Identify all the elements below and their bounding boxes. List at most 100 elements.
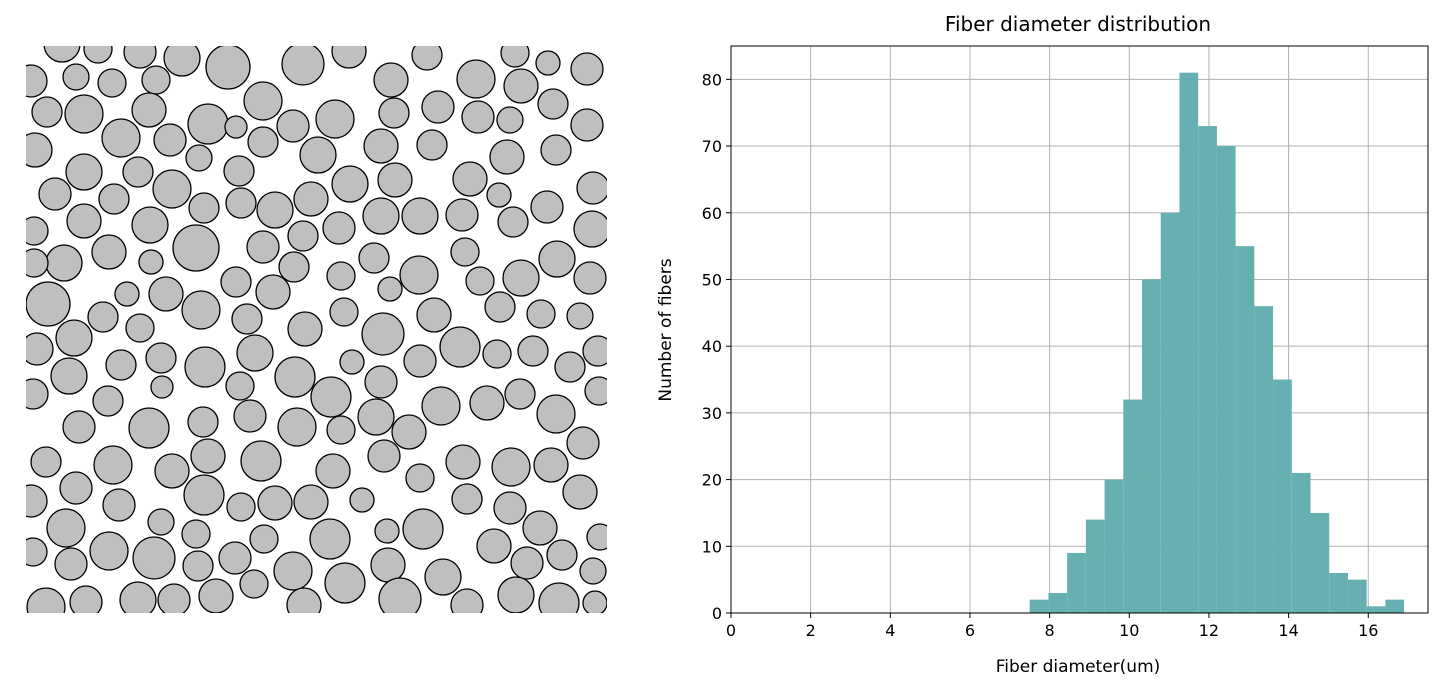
fiber-circle bbox=[92, 385, 124, 417]
fiber-circle bbox=[416, 297, 452, 333]
fiber-circle bbox=[131, 206, 169, 244]
x-axis-ticks: 0 2 4 6 8 10 12 14 16 bbox=[726, 613, 1378, 640]
fiber-circle bbox=[62, 63, 90, 91]
y-tick-label: 0 bbox=[712, 604, 722, 623]
y-axis-ticks: 0 10 20 30 40 50 60 70 80 bbox=[702, 70, 731, 623]
histogram-bar bbox=[1179, 72, 1199, 613]
fiber-circle bbox=[190, 438, 226, 474]
fiber-circle bbox=[331, 165, 369, 203]
fiber-circle bbox=[456, 59, 496, 99]
fiber-circle bbox=[326, 415, 356, 445]
fiber-circle bbox=[188, 192, 220, 224]
fiber-circle bbox=[540, 134, 572, 166]
fiber-circle bbox=[153, 123, 187, 157]
histogram-bar bbox=[1254, 306, 1274, 613]
fiber-circle bbox=[247, 126, 279, 158]
fiber-circle bbox=[536, 394, 576, 434]
fiber-circle bbox=[26, 378, 49, 410]
histogram-bar bbox=[1048, 592, 1068, 613]
histogram-bar bbox=[1029, 599, 1049, 613]
fiber-circle bbox=[450, 588, 484, 613]
fiber-circle bbox=[374, 518, 400, 544]
fiber-circle bbox=[315, 99, 355, 139]
histogram-bar bbox=[1160, 212, 1180, 613]
fiber-circle bbox=[132, 536, 176, 580]
fiber-circle bbox=[231, 303, 263, 335]
fiber-circle bbox=[123, 46, 157, 69]
y-tick-label: 10 bbox=[702, 537, 722, 556]
fiber-circle bbox=[411, 46, 443, 71]
fiber-circle bbox=[522, 510, 558, 546]
fiber-circle bbox=[31, 96, 63, 128]
fiber-circle bbox=[50, 357, 88, 395]
fiber-circle bbox=[226, 492, 256, 522]
fiber-circle bbox=[198, 578, 234, 613]
fiber-circle bbox=[367, 439, 401, 473]
fiber-circle bbox=[450, 237, 480, 267]
y-tick-label: 30 bbox=[702, 404, 722, 423]
fiber-circle bbox=[421, 386, 461, 426]
fiber-circle bbox=[187, 406, 219, 438]
fiber-circle bbox=[391, 414, 427, 450]
fiber-circle bbox=[150, 375, 174, 399]
fiber-circle bbox=[405, 463, 435, 493]
fiber-circle bbox=[537, 88, 569, 120]
fiber-circle bbox=[276, 109, 310, 143]
fiber-circle bbox=[205, 46, 251, 90]
fiber-circle bbox=[181, 290, 221, 330]
fiber-circle bbox=[89, 531, 129, 571]
fiber-circle bbox=[538, 582, 580, 613]
fiber-circle bbox=[378, 577, 422, 613]
fiber-circle bbox=[148, 276, 184, 312]
fiber-circle bbox=[573, 261, 607, 295]
fiber-circle bbox=[38, 177, 72, 211]
y-tick-label: 80 bbox=[702, 70, 722, 89]
fiber-circle bbox=[576, 171, 607, 205]
fiber-circle bbox=[403, 344, 437, 378]
fiber-circle bbox=[309, 518, 351, 560]
histogram-bar bbox=[1123, 399, 1143, 613]
fiber-circle bbox=[493, 491, 527, 525]
fiber-circle bbox=[26, 281, 71, 327]
fiber-circle bbox=[500, 46, 530, 68]
fiber-circle bbox=[257, 485, 293, 521]
fiber-circle bbox=[145, 342, 177, 374]
fiber-circle bbox=[43, 46, 81, 63]
fiber-circle bbox=[329, 297, 359, 327]
fiber-circle bbox=[26, 132, 53, 168]
chart-title: Fiber diameter distribution bbox=[945, 12, 1211, 36]
fiber-circle bbox=[273, 551, 313, 591]
fiber-circle bbox=[64, 94, 104, 134]
fiber-circle bbox=[101, 118, 141, 158]
fiber-circle bbox=[579, 557, 607, 585]
fiber-circle bbox=[562, 474, 598, 510]
fiber-circle bbox=[26, 64, 48, 98]
fiber-circle bbox=[584, 376, 607, 406]
fiber-circle bbox=[554, 351, 586, 383]
fiber-circle bbox=[469, 385, 505, 421]
histogram-bar bbox=[1216, 146, 1236, 613]
fiber-circle bbox=[147, 508, 175, 536]
histogram-bar bbox=[1366, 606, 1386, 613]
fiber-circle bbox=[445, 444, 481, 480]
fiber-circle bbox=[62, 410, 96, 444]
x-tick-label: 8 bbox=[1045, 621, 1055, 640]
fiber-circle bbox=[278, 251, 310, 283]
x-axis-label: Fiber diameter(um) bbox=[996, 657, 1161, 677]
fiber-circle bbox=[30, 446, 62, 478]
fiber-circle bbox=[362, 197, 400, 235]
fiber-circle bbox=[26, 248, 49, 278]
fiber-circle bbox=[225, 371, 255, 401]
y-tick-label: 70 bbox=[702, 137, 722, 156]
histogram-bar bbox=[1235, 246, 1255, 613]
fiber-circle bbox=[357, 398, 395, 436]
fiber-circle bbox=[445, 198, 479, 232]
fiber-circle bbox=[218, 541, 252, 575]
fiber-circle bbox=[236, 334, 274, 372]
fiber-circle bbox=[373, 62, 409, 98]
fiber-circle bbox=[69, 585, 103, 613]
histogram-bar bbox=[1142, 279, 1161, 613]
fiber-circle bbox=[421, 90, 455, 124]
fiber-circle bbox=[102, 488, 136, 522]
